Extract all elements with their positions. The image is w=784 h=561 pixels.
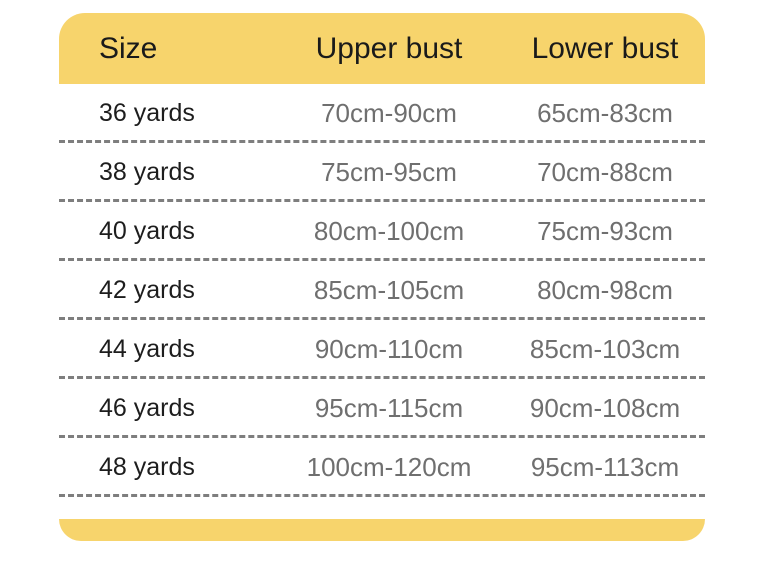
cell-size: 38 yards	[99, 158, 195, 186]
table-body: 36 yards 70cm-90cm 65cm-83cm 38 yards 75…	[59, 84, 705, 497]
row-divider	[59, 317, 705, 320]
cell-lower-bust: 70cm-88cm	[537, 157, 673, 187]
cell-upper-bust: 75cm-95cm	[321, 157, 457, 187]
cell-lower-bust: 90cm-108cm	[529, 393, 681, 423]
column-header-upper-bust: Upper bust	[315, 32, 463, 65]
table-row: 40 yards 80cm-100cm 75cm-93cm	[59, 202, 705, 261]
cell-upper-bust: 70cm-90cm	[321, 98, 457, 128]
cell-lower-bust: 75cm-93cm	[537, 216, 673, 246]
cell-lower-bust: 95cm-113cm	[530, 452, 680, 482]
table-row: 44 yards 90cm-110cm 85cm-103cm	[59, 320, 705, 379]
cell-upper-bust: 80cm-100cm	[313, 216, 465, 246]
cell-upper-bust: 85cm-105cm	[313, 275, 465, 305]
row-divider	[59, 494, 705, 497]
cell-size: 46 yards	[99, 394, 195, 422]
cell-size: 42 yards	[99, 276, 195, 304]
size-chart-table: Size Upper bust Lower bust 36 yards 70cm…	[59, 13, 705, 541]
cell-lower-bust: 65cm-83cm	[537, 98, 673, 128]
table-header-row: Size Upper bust Lower bust	[59, 13, 705, 84]
cell-size: 48 yards	[99, 453, 195, 481]
cell-size: 36 yards	[99, 99, 195, 127]
table-row: 48 yards 100cm-120cm 95cm-113cm	[59, 438, 705, 497]
cell-size: 44 yards	[99, 335, 195, 363]
cell-lower-bust: 85cm-103cm	[529, 334, 681, 364]
table-row: 36 yards 70cm-90cm 65cm-83cm	[59, 84, 705, 143]
cell-upper-bust: 100cm-120cm	[306, 452, 472, 482]
row-divider	[59, 376, 705, 379]
column-header-size: Size	[99, 32, 158, 65]
column-header-lower-bust: Lower bust	[531, 32, 679, 65]
table-row: 42 yards 85cm-105cm 80cm-98cm	[59, 261, 705, 320]
cell-upper-bust: 95cm-115cm	[314, 393, 464, 423]
table-row: 46 yards 95cm-115cm 90cm-108cm	[59, 379, 705, 438]
row-divider	[59, 199, 705, 202]
row-divider	[59, 435, 705, 438]
cell-upper-bust: 90cm-110cm	[314, 334, 464, 364]
table-footer-bar	[59, 519, 705, 541]
table-row: 38 yards 75cm-95cm 70cm-88cm	[59, 143, 705, 202]
row-divider	[59, 140, 705, 143]
cell-size: 40 yards	[99, 217, 195, 245]
cell-lower-bust: 80cm-98cm	[537, 275, 673, 305]
row-divider	[59, 258, 705, 261]
